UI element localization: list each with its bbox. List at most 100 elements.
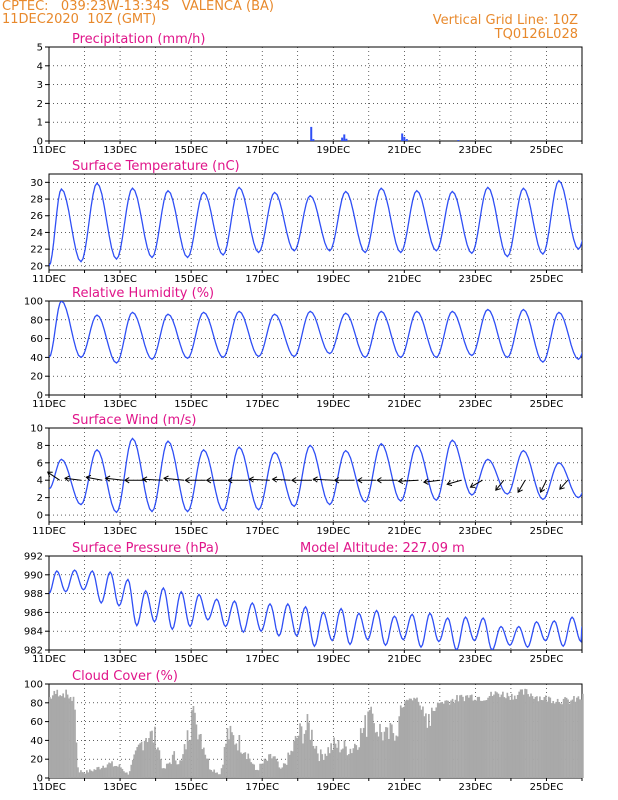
cloud-bar xyxy=(219,774,221,778)
cloud-bar xyxy=(519,689,522,778)
cloud-bar xyxy=(475,700,478,778)
y-tick-label: 100 xyxy=(24,297,43,308)
wind-vector-head xyxy=(248,476,254,483)
y-tick-label: 0 xyxy=(37,511,43,522)
cloud-bar xyxy=(401,707,404,778)
cloud-bar xyxy=(362,727,365,778)
cloud-bar xyxy=(456,695,458,778)
cloud-bar xyxy=(173,751,176,778)
series-line xyxy=(49,179,582,267)
cloud-bar xyxy=(433,711,436,778)
cloud-bar xyxy=(555,701,558,778)
wind-vector xyxy=(313,478,334,481)
cloud-bar xyxy=(528,696,531,778)
cloud-bar xyxy=(493,694,495,778)
y-tick-label: 40 xyxy=(30,736,43,747)
cloud-bar xyxy=(417,701,420,778)
panel-1: 11DEC 13DEC 15DEC 17DEC 19DEC 21DEC 23DEC 25DEC… xyxy=(32,32,583,156)
precip-bar xyxy=(403,136,406,141)
y-tick-label: 20 xyxy=(30,372,43,383)
cloud-bar xyxy=(266,760,269,778)
cloud-bar xyxy=(108,762,110,778)
cloud-bar xyxy=(491,695,494,778)
x-tick-label: 19DEC xyxy=(316,145,350,156)
cloud-bar xyxy=(222,764,224,778)
cloud-bar xyxy=(155,749,158,778)
cloud-bar xyxy=(420,709,423,778)
cloud-bar xyxy=(450,700,452,778)
panel-title: Surface Temperature (nC) xyxy=(72,159,240,174)
cloud-bar xyxy=(228,739,230,778)
y-tick-label: 8 xyxy=(37,441,43,452)
cloud-bar xyxy=(470,694,473,778)
cloud-bar xyxy=(235,743,238,778)
cloud-bar xyxy=(238,734,241,778)
cloud-bar xyxy=(201,749,204,778)
y-tick-label: 80 xyxy=(30,698,43,709)
cloud-bar xyxy=(210,770,213,778)
wind-vector xyxy=(249,478,270,481)
cloud-bar xyxy=(395,735,398,778)
cloud-bar xyxy=(102,765,104,778)
x-tick-label: 25DEC xyxy=(530,526,564,537)
wind-vector-head xyxy=(104,475,111,482)
x-tick-label: 17DEC xyxy=(245,654,279,665)
header-datetime: 11DEC2020 10Z (GMT) xyxy=(2,12,157,27)
cloud-bar xyxy=(308,722,310,778)
cloud-bar xyxy=(482,700,485,778)
cloud-bar xyxy=(279,768,282,778)
cloud-bar xyxy=(398,716,401,778)
cloud-bar xyxy=(197,739,199,778)
cloud-bar xyxy=(77,767,79,778)
x-tick-label: 19DEC xyxy=(316,274,350,285)
cloud-bar xyxy=(340,749,343,778)
cloud-bar xyxy=(382,740,384,778)
precip-bar xyxy=(401,133,404,141)
cloud-bar xyxy=(265,759,267,778)
y-tick-label: 40 xyxy=(30,353,43,364)
y-tick-label: 60 xyxy=(30,717,43,728)
cloud-bar xyxy=(544,695,547,778)
x-tick-label: 17DEC xyxy=(245,145,279,156)
cloud-bar xyxy=(167,763,170,778)
cloud-bar xyxy=(145,737,147,778)
x-tick-label: 13DEC xyxy=(103,145,137,156)
cloud-bar xyxy=(315,745,318,778)
cloud-bar xyxy=(386,727,389,778)
cloud-bar xyxy=(111,761,113,778)
y-tick-label: 4 xyxy=(37,61,43,72)
cloud-bar xyxy=(59,695,62,778)
cloud-bar xyxy=(330,743,332,778)
cloud-bar xyxy=(143,740,146,778)
cloud-bar xyxy=(359,728,362,778)
cloud-bar xyxy=(503,697,506,778)
cloud-bar xyxy=(259,763,261,778)
cloud-bar xyxy=(441,701,444,778)
cloud-bar xyxy=(177,764,180,778)
cloud-bar xyxy=(525,689,528,778)
panel-title: Cloud Cover (%) xyxy=(72,669,178,684)
cloud-bar xyxy=(497,693,500,778)
cloud-bar xyxy=(117,766,119,778)
cloud-bar xyxy=(194,712,196,778)
cloud-bar xyxy=(530,693,532,778)
cloud-bar xyxy=(99,769,102,778)
cloud-bar xyxy=(174,760,177,778)
cloud-bar xyxy=(268,754,270,778)
wind-vector-head xyxy=(559,484,565,490)
header-code: TQ0126L028 xyxy=(494,27,578,42)
cloud-bar xyxy=(487,697,489,778)
cloud-bar xyxy=(149,731,152,778)
x-tick-label: 21DEC xyxy=(387,274,421,285)
cloud-bar xyxy=(499,697,501,778)
cloud-bar xyxy=(188,740,190,778)
x-tick-label: 23DEC xyxy=(459,782,493,793)
cloud-bar xyxy=(300,726,303,778)
cloud-bar xyxy=(202,747,205,778)
cloud-bar xyxy=(407,700,409,778)
panel-title: Surface Pressure (hPa) xyxy=(72,541,219,556)
x-tick-label: 13DEC xyxy=(103,399,137,410)
cloud-bar xyxy=(521,689,523,778)
cloud-bar xyxy=(380,732,383,778)
